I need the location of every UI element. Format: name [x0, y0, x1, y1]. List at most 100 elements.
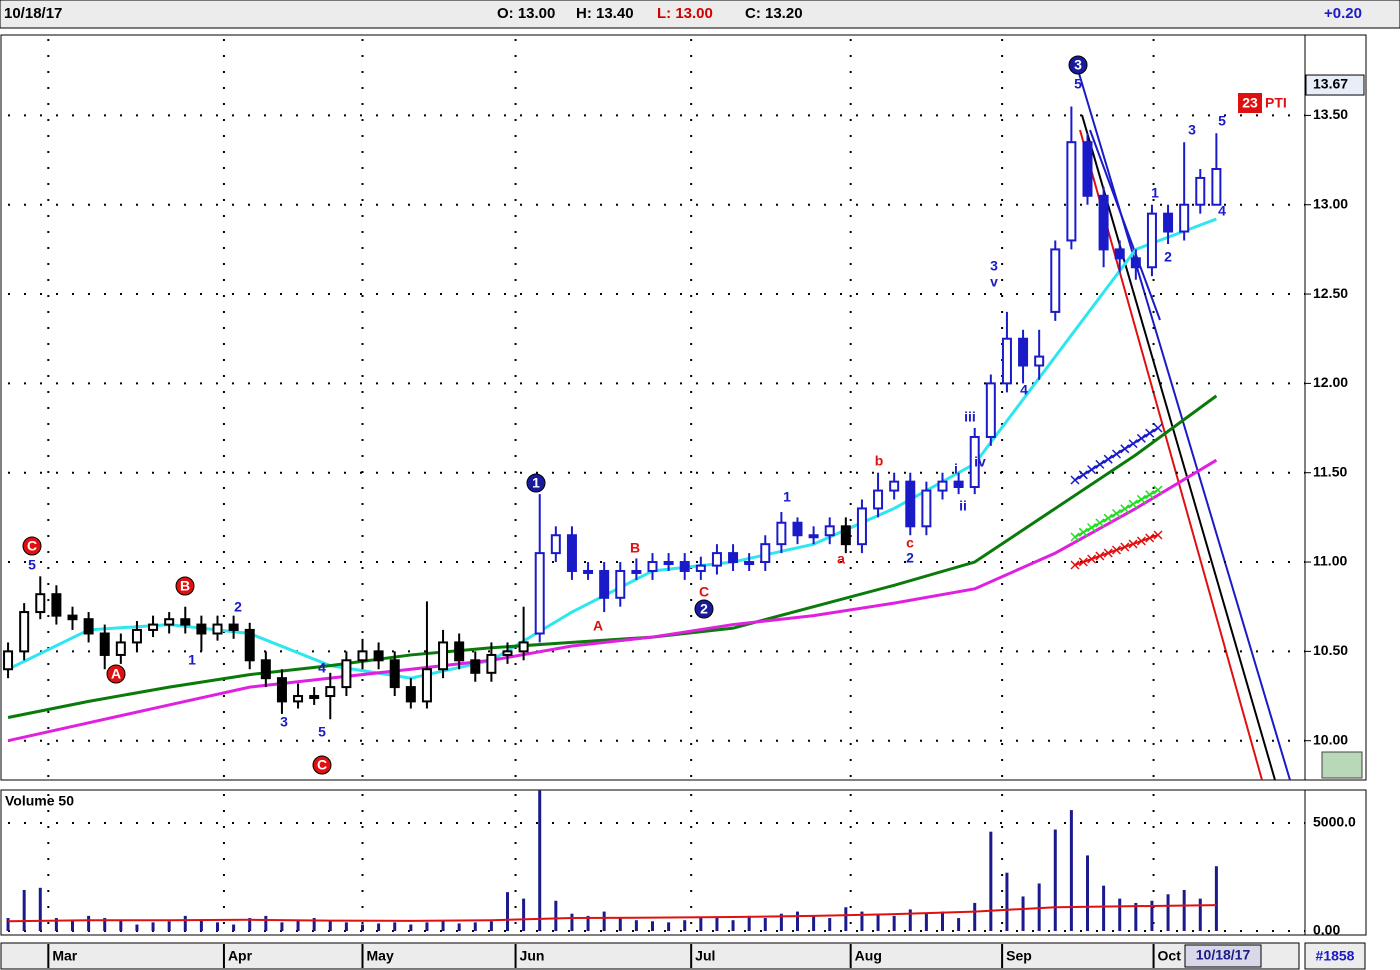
- candle-body: [663, 561, 674, 566]
- count-box: [1304, 942, 1366, 970]
- wave-label: B: [630, 540, 640, 556]
- volume-bar: [1053, 829, 1057, 931]
- header-bar: [0, 0, 1400, 29]
- volume-bar: [634, 920, 638, 931]
- date-box-label: 10/18/17: [1196, 947, 1251, 963]
- wave-label: 5: [1074, 76, 1082, 92]
- volume-bar: [763, 918, 767, 931]
- wave-label: 3: [1188, 122, 1196, 138]
- wave-label: 1: [783, 489, 791, 505]
- wave-circle: [694, 599, 714, 619]
- volume-bar: [1214, 866, 1218, 931]
- candle-body: [711, 552, 722, 567]
- wave-label: 5: [318, 724, 326, 740]
- volume-bar: [54, 918, 58, 931]
- volume-tick-label: 5000.0: [1313, 814, 1356, 830]
- wave-label: iv: [974, 454, 986, 470]
- hatch: [1120, 504, 1130, 514]
- candle-body: [148, 623, 159, 631]
- candle-body: [969, 435, 980, 489]
- volume-bar: [699, 918, 703, 931]
- volume-bar: [409, 924, 413, 931]
- volume-bar: [457, 923, 461, 931]
- wave-label: C: [699, 584, 709, 600]
- candle-body: [196, 623, 207, 635]
- volume-bar: [71, 920, 74, 931]
- volume-bar: [151, 922, 155, 931]
- candle-body: [808, 534, 819, 539]
- volume-bar: [1102, 885, 1106, 931]
- wave-label: iii: [964, 409, 976, 425]
- wave-label: 3: [1074, 57, 1082, 73]
- volume-average: [8, 904, 1217, 923]
- wave-label: c: [906, 535, 914, 551]
- volume-bar: [747, 915, 751, 931]
- y-tick-label: 12.50: [1313, 285, 1348, 301]
- volume-bar: [828, 918, 832, 931]
- candle-body: [19, 611, 30, 653]
- wave-label: 3: [990, 258, 998, 274]
- volume-bar: [586, 915, 590, 931]
- hatch: [1145, 490, 1155, 500]
- candle-body: [309, 695, 320, 700]
- candle-body: [83, 618, 94, 635]
- candle-body: [905, 480, 916, 528]
- volume-bar: [989, 831, 993, 931]
- hatch: [1087, 523, 1097, 533]
- wave-circle: [526, 473, 546, 493]
- volume-bar: [1150, 900, 1154, 931]
- candle-body: [631, 569, 642, 574]
- candle-body: [51, 593, 62, 617]
- wave-label: b: [875, 453, 884, 469]
- volume-bar: [119, 920, 123, 931]
- volume-bar: [441, 920, 445, 931]
- count-label: #1858: [1316, 948, 1355, 964]
- candle-body: [744, 561, 755, 566]
- candle-body: [566, 534, 577, 572]
- volume-bar: [796, 911, 799, 931]
- volume-bar: [377, 923, 381, 931]
- hatch: [1111, 545, 1122, 555]
- moving-average: [7, 217, 1217, 680]
- trend-line: [1077, 69, 1291, 781]
- wave-label: 1: [1151, 185, 1159, 201]
- candle-body: [1098, 194, 1109, 251]
- hatch: [1136, 433, 1146, 443]
- candle-body: [502, 650, 513, 656]
- volume-bar: [908, 909, 912, 931]
- candle-body: [389, 659, 400, 689]
- wave-label: C: [27, 538, 37, 554]
- x-tick-label: Jun: [520, 948, 545, 964]
- candle-body: [792, 521, 803, 537]
- tool-icon[interactable]: [1321, 751, 1363, 779]
- candle-body: [228, 623, 239, 631]
- hatch: [1128, 499, 1138, 509]
- candle-body: [421, 668, 432, 703]
- volume-bar: [973, 902, 977, 931]
- hatch: [1103, 513, 1113, 523]
- candle-body: [695, 564, 706, 572]
- volume-bar: [489, 921, 493, 931]
- header-open: O: 13.00: [497, 5, 555, 22]
- volume-bar: [103, 918, 107, 931]
- volume-bar: [216, 922, 219, 931]
- wave-circle: [1068, 55, 1088, 75]
- volume-tick-label: 0.00: [1313, 922, 1340, 938]
- candle-body: [647, 561, 658, 572]
- volume-bar: [328, 920, 332, 931]
- volume-bar: [1069, 810, 1073, 931]
- candle-body: [99, 632, 110, 656]
- volume-bar: [6, 918, 10, 931]
- y-tick-label: 11.50: [1313, 463, 1347, 479]
- header-high: H: 13.40: [576, 5, 634, 22]
- candle-body: [615, 569, 626, 599]
- wave-label: A: [593, 618, 603, 634]
- wave-label: 2: [1164, 249, 1172, 265]
- volume-bar: [296, 920, 300, 931]
- hatch: [1120, 542, 1130, 552]
- volume-bar: [538, 790, 542, 931]
- volume-bar: [1182, 889, 1186, 931]
- volume-bar: [860, 911, 864, 931]
- candle-body: [212, 623, 223, 635]
- candle-body: [325, 686, 336, 698]
